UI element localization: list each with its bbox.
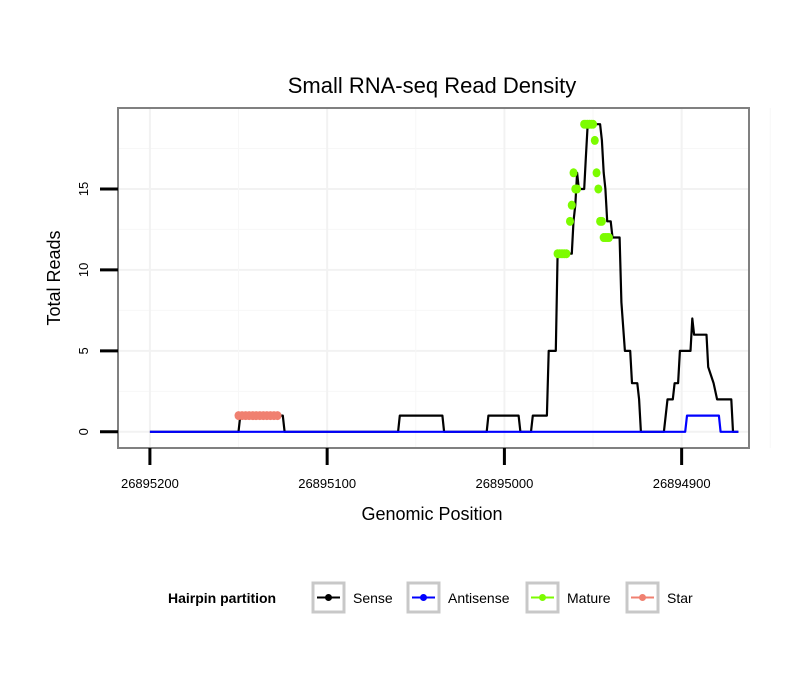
mature-point <box>590 135 599 145</box>
y-axis: 0 5 10 15 <box>76 182 118 435</box>
legend-label-star: Star <box>667 590 693 606</box>
x-tick-label: 26894900 <box>653 476 711 491</box>
x-tick-label: 26895000 <box>475 476 533 491</box>
mature-point <box>594 184 603 194</box>
plot-panel-border <box>117 107 750 449</box>
mature-point <box>592 168 601 178</box>
y-tick-label: 5 <box>76 347 91 354</box>
series-line-antisense <box>149 414 739 433</box>
series-line-sense <box>149 123 739 433</box>
legend-label-antisense: Antisense <box>448 590 510 606</box>
mature-point <box>567 200 576 210</box>
star-point <box>273 411 282 421</box>
legend-items: Sense Antisense Mature Star <box>311 581 693 614</box>
legend-dot-sense <box>325 594 332 601</box>
y-axis-label: Total Reads <box>44 230 64 325</box>
y-tick-label: 10 <box>76 263 91 277</box>
y-tick-label: 0 <box>76 428 91 435</box>
x-tick-label: 26895200 <box>121 476 179 491</box>
mature-point <box>597 216 606 226</box>
x-axis: 26895200 26895100 26895000 26894900 <box>121 448 711 491</box>
legend: Hairpin partition Sense Antisense Mature St… <box>168 581 693 614</box>
mature-point <box>589 119 598 129</box>
mature-point <box>565 216 574 226</box>
legend-label-sense: Sense <box>353 590 393 606</box>
series-layer <box>149 119 739 433</box>
legend-dot-mature <box>539 594 546 601</box>
mature-point <box>569 168 578 178</box>
legend-title: Hairpin partition <box>168 590 276 606</box>
mature-point <box>573 184 582 194</box>
chart-title: Small RNA-seq Read Density <box>288 73 577 98</box>
legend-dot-antisense <box>420 594 427 601</box>
legend-label-mature: Mature <box>567 590 611 606</box>
y-tick-label: 15 <box>76 182 91 196</box>
mature-point <box>562 249 571 259</box>
mature-point <box>604 233 613 243</box>
x-axis-label: Genomic Position <box>361 504 502 524</box>
x-tick-label: 26895100 <box>298 476 356 491</box>
legend-dot-star <box>639 594 646 601</box>
